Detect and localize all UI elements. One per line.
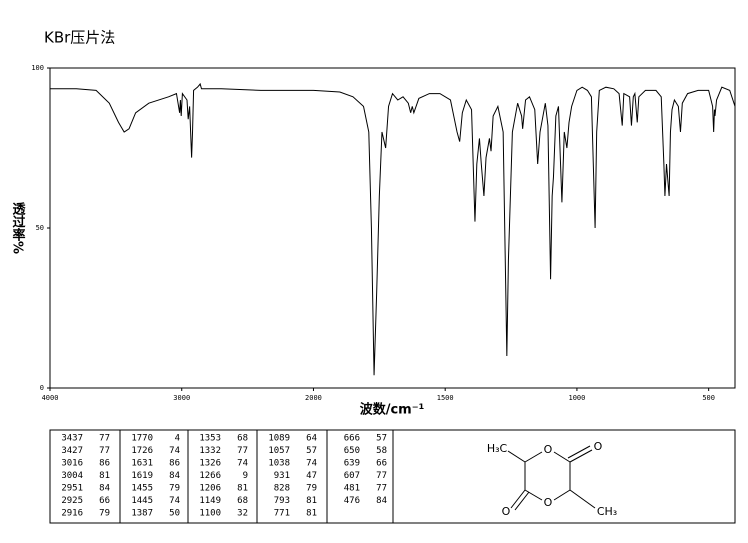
peak-transmittance: 74 [237, 459, 248, 469]
peak-transmittance: 58 [376, 446, 387, 456]
table-dividers [119, 430, 394, 523]
peak-transmittance: 84 [99, 484, 110, 494]
atom-label: O [544, 496, 553, 509]
peak-wavenumber: 931 [274, 471, 290, 481]
peak-transmittance: 79 [99, 509, 110, 519]
peak-wavenumber: 3004 [61, 471, 83, 481]
peak-transmittance: 74 [169, 446, 180, 456]
peak-transmittance: 77 [99, 446, 110, 456]
peak-transmittance: 77 [237, 446, 248, 456]
atom-label: O [594, 440, 603, 453]
peak-wavenumber: 1100 [199, 509, 221, 519]
peak-wavenumber: 1631 [131, 459, 153, 469]
peak-wavenumber: 1353 [199, 434, 221, 444]
spectrum-line [50, 82, 736, 376]
peak-transmittance: 66 [376, 459, 387, 469]
peak-wavenumber: 476 [344, 496, 360, 506]
peak-wavenumber: 1619 [131, 471, 153, 481]
peak-transmittance: 32 [237, 509, 248, 519]
peak-wavenumber: 3427 [61, 446, 83, 456]
peak-transmittance: 66 [99, 496, 110, 506]
peak-transmittance: 81 [99, 471, 110, 481]
peak-transmittance: 86 [169, 459, 180, 469]
atom-label: O [502, 505, 511, 518]
peak-transmittance: 81 [306, 496, 317, 506]
peak-transmittance: 57 [306, 446, 317, 456]
peak-transmittance: 79 [306, 484, 317, 494]
peak-wavenumber: 828 [274, 484, 290, 494]
peak-wavenumber: 666 [344, 434, 360, 444]
peak-wavenumber: 1089 [268, 434, 290, 444]
peak-transmittance: 81 [237, 484, 248, 494]
peak-wavenumber: 1057 [268, 446, 290, 456]
peak-wavenumber: 607 [344, 471, 360, 481]
x-tick-label: 1500 [437, 394, 454, 402]
peak-transmittance: 64 [306, 434, 317, 444]
peak-transmittance: 68 [237, 496, 248, 506]
peak-transmittance: 74 [306, 459, 317, 469]
peak-transmittance: 86 [99, 459, 110, 469]
molecule-bonds [507, 445, 596, 511]
peak-wavenumber: 2916 [61, 509, 83, 519]
peak-wavenumber: 639 [344, 459, 360, 469]
peak-wavenumber: 1206 [199, 484, 221, 494]
peak-transmittance: 84 [169, 471, 180, 481]
peak-transmittance: 47 [306, 471, 317, 481]
peak-wavenumber: 1726 [131, 446, 153, 456]
y-axis-label: 透过率% [10, 202, 26, 254]
chart-title: KBr压片法 [44, 29, 115, 47]
peak-transmittance: 77 [99, 434, 110, 444]
peak-transmittance: 81 [306, 509, 317, 519]
peak-wavenumber: 1445 [131, 496, 153, 506]
y-tick-label: 0 [40, 384, 44, 392]
peak-transmittance: 77 [376, 484, 387, 494]
y-tick-label: 100 [31, 64, 44, 72]
x-tick-label: 2000 [305, 394, 322, 402]
y-tick-label: 50 [36, 224, 44, 232]
peak-transmittance: 68 [237, 434, 248, 444]
atom-label: O [544, 443, 553, 456]
peak-wavenumber: 1038 [268, 459, 290, 469]
x-tick-label: 4000 [42, 394, 59, 402]
atom-label: CH₃ [597, 505, 617, 518]
peak-wavenumber: 650 [344, 446, 360, 456]
peak-wavenumber: 2925 [61, 496, 83, 506]
peak-transmittance: 4 [175, 434, 180, 444]
peak-wavenumber: 771 [274, 509, 290, 519]
x-tick-label: 1000 [568, 394, 585, 402]
peak-transmittance: 57 [376, 434, 387, 444]
peak-wavenumber: 1326 [199, 459, 221, 469]
peak-wavenumber: 481 [344, 484, 360, 494]
peak-wavenumber: 3437 [61, 434, 83, 444]
peak-wavenumber: 1455 [131, 484, 153, 494]
peak-wavenumber: 1332 [199, 446, 221, 456]
peak-transmittance: 9 [243, 471, 248, 481]
peak-wavenumber: 1770 [131, 434, 153, 444]
peak-transmittance: 50 [169, 509, 180, 519]
peak-wavenumber: 1387 [131, 509, 153, 519]
atom-label: H₃C [487, 442, 508, 455]
x-tick-label: 3000 [173, 394, 190, 402]
peak-transmittance: 84 [376, 496, 387, 506]
peak-wavenumber: 793 [274, 496, 290, 506]
peak-wavenumber: 2951 [61, 484, 83, 494]
peak-wavenumber: 1149 [199, 496, 221, 506]
x-axis-label: 波数/cm⁻¹ [360, 402, 425, 418]
peak-wavenumber: 1266 [199, 471, 221, 481]
peak-wavenumber: 3016 [61, 459, 83, 469]
peak-transmittance: 79 [169, 484, 180, 494]
peak-transmittance: 77 [376, 471, 387, 481]
x-tick-label: 500 [702, 394, 715, 402]
peak-transmittance: 74 [169, 496, 180, 506]
